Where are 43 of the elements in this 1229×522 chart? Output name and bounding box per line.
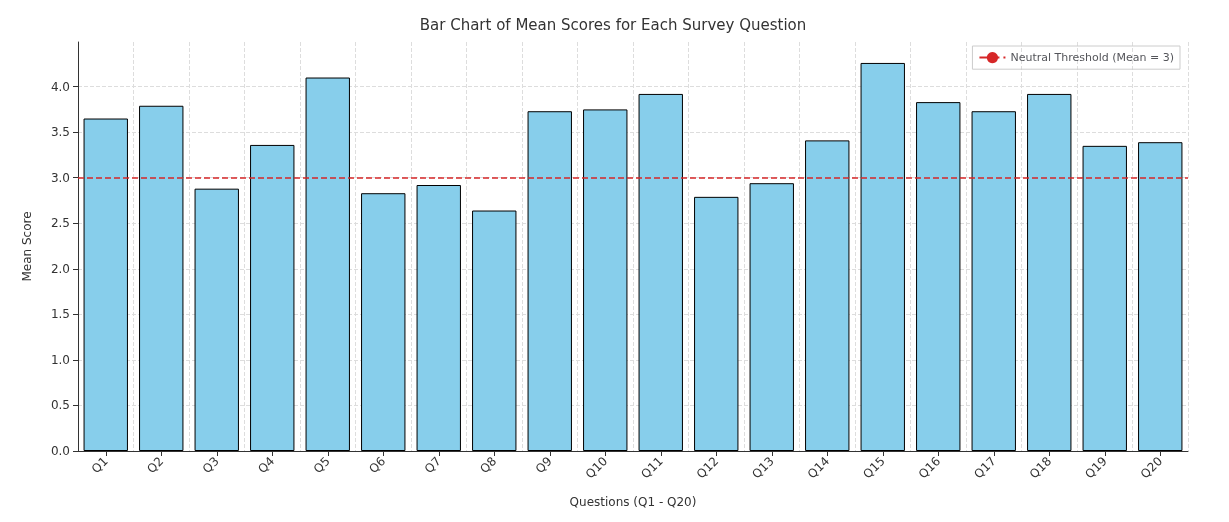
bar [638,93,683,451]
bar [416,185,461,451]
bar [194,188,239,451]
bar [527,111,572,451]
x-tick-label: Q3 [199,454,222,477]
bar [305,77,350,451]
x-tick-label: Q7 [421,454,444,477]
bar [916,102,961,451]
y-tick-label: 2.5 [50,216,70,231]
x-tick-label: Q4 [255,454,278,477]
y-axis-title: Mean Score [20,211,34,282]
y-tick-label: 3.0 [50,170,70,185]
chart-title: Bar Chart of Mean Scores for Each Survey Question [419,15,807,34]
y-tick-label: 0.5 [50,398,70,413]
x-tick-label: Q1 [88,454,111,477]
bar [971,111,1016,451]
x-tick-label: Q6 [366,454,389,477]
x-tick-label: Q5 [310,454,333,477]
bar [139,105,184,451]
bar [250,144,295,451]
x-tick-label: Q2 [144,454,167,477]
y-tick-label: 3.5 [50,125,70,140]
x-tick-label: Q8 [477,454,500,477]
bar [583,109,628,451]
x-axis-title: Questions (Q1 - Q20) [569,495,697,509]
x-tick-label: Q11 [638,454,666,482]
y-tick-label: 1.0 [50,352,70,367]
bar [83,118,128,451]
y-tick-label: 4.0 [50,79,70,94]
y-tick-label: 2.0 [50,261,70,276]
bar [694,196,739,451]
bar [749,183,794,451]
bar [1082,145,1127,451]
legend-label: Neutral Threshold (Mean = 3) [1010,51,1175,65]
y-tick-label: 1.5 [50,307,70,322]
bar [805,140,850,451]
bar [472,210,517,451]
y-tick-label: 0.0 [50,444,70,458]
bar [1027,93,1072,451]
bar [1138,142,1183,451]
bar [860,62,905,451]
bar [361,193,406,451]
x-tick-label: Q9 [532,454,555,477]
